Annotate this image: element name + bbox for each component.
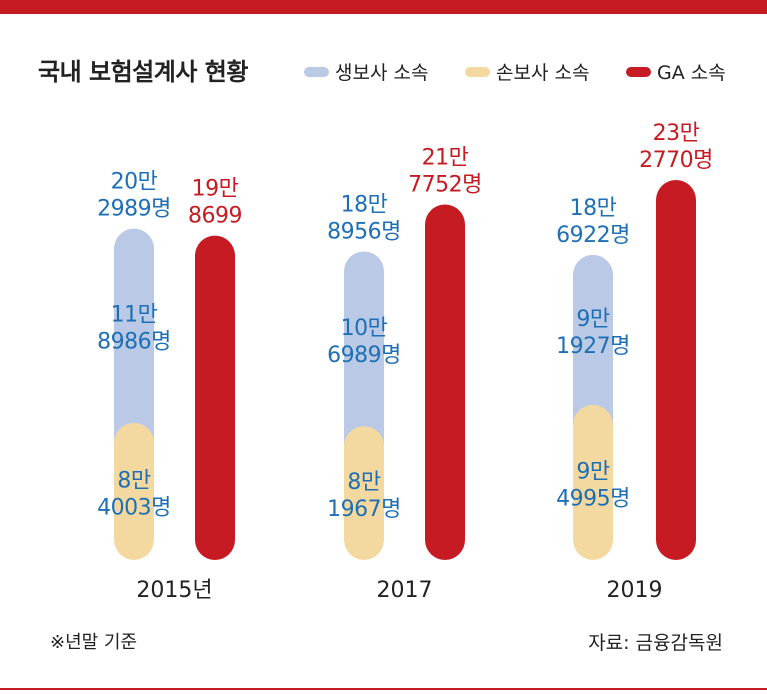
- legend-item-ga: GA 소속: [626, 58, 726, 85]
- life-label-0: 11만 8986명: [97, 303, 171, 355]
- legend-item-nonlife: 손보사 소속: [465, 58, 589, 85]
- bar-ga-1: [425, 204, 465, 560]
- nonlife-label-1: 8만 1967명: [327, 470, 401, 522]
- total-label-1: 18만 8956명: [327, 193, 401, 245]
- bottom-accent-line: [0, 688, 767, 690]
- legend-item-life: 생보사 소속: [304, 58, 428, 85]
- source-label: 자료: 금융감독원: [588, 632, 723, 654]
- legend-swatch-nonlife: [465, 66, 490, 77]
- chart-title: 국내 보험설계사 현황: [38, 58, 248, 86]
- life-label-2: 9만 1927명: [556, 307, 630, 359]
- legend-swatch-ga: [626, 66, 651, 77]
- legend-label-nonlife: 손보사 소속: [496, 62, 590, 84]
- ga-label-0: 19만 8699: [188, 177, 242, 229]
- legend-label-ga: GA 소속: [657, 62, 726, 84]
- legend-label-life: 생보사 소속: [335, 62, 429, 84]
- bar-ga-2: [656, 180, 696, 560]
- top-accent-bar: [0, 0, 767, 14]
- legend-swatch-life: [304, 66, 329, 77]
- legend: 생보사 소속 손보사 소속 GA 소속: [0, 58, 767, 86]
- bar-nonlife-0: [114, 422, 154, 560]
- nonlife-label-0: 8만 4003명: [97, 468, 171, 520]
- total-label-2: 18만 6922명: [556, 196, 630, 248]
- ga-label-2: 23만 2770명: [639, 121, 713, 173]
- footnote: ※년말 기준: [50, 632, 138, 653]
- category-label-2: 2019: [607, 578, 663, 603]
- bar-life-1: [344, 251, 384, 447]
- category-label-0: 2015년: [136, 578, 212, 603]
- category-label-1: 2017: [377, 578, 433, 603]
- bar-nonlife-2: [573, 404, 613, 560]
- bar-life-2: [573, 254, 613, 425]
- bar-nonlife-1: [344, 426, 384, 560]
- bar-life-0: [114, 228, 154, 443]
- total-label-0: 20만 2989명: [97, 170, 171, 222]
- life-label-1: 10만 6989명: [327, 316, 401, 368]
- nonlife-label-2: 9만 4995명: [556, 459, 630, 511]
- ga-label-1: 21만 7752명: [408, 146, 482, 198]
- bar-ga-0: [195, 235, 235, 560]
